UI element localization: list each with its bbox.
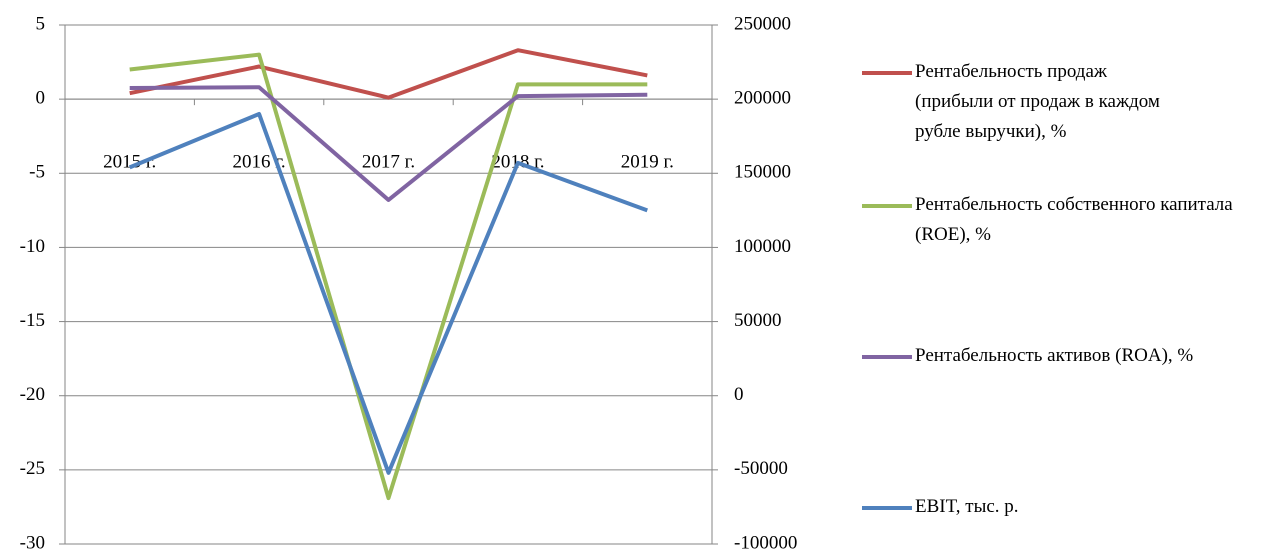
legend-label: Рентабельность продаж (прибыли от продаж… [915,61,1160,142]
series-line [128,111,648,475]
y-tick-label: -25 [20,458,45,479]
y-tick-label: -10 [20,236,45,257]
legend-label: EBIT, тыс. р. [915,496,1019,517]
y2-tick-label: 200000 [734,88,791,109]
y-tick-label: -5 [29,162,45,183]
x-tick-label: 2019 г. [621,152,674,173]
series-line [129,52,648,501]
y2-tick-label: -50000 [734,458,788,479]
y-tick-label: 5 [36,13,46,34]
y-tick-label: -15 [20,310,45,331]
legend-swatch [862,71,912,75]
legend-swatch [862,204,912,208]
y2-tick-label: 250000 [734,13,791,34]
y2-tick-label: 50000 [734,310,782,331]
x-tick-label: 2017 г. [362,152,415,173]
series-line [129,85,648,202]
y2-tick-label: -100000 [734,532,797,553]
y2-tick-label: 0 [734,384,744,405]
y-tick-label: 0 [36,88,46,109]
x-tick-label: 2015 г. [103,152,156,173]
x-tick-label: 2016 г. [233,152,286,173]
legend-swatch [862,506,912,510]
legend-label: Рентабельность собственного капитала (RO… [915,194,1233,245]
y-tick-label: -30 [20,532,45,553]
legend-label: Рентабельность активов (ROA), % [915,345,1194,366]
series-line [129,48,648,100]
legend-swatch [862,355,912,359]
y-tick-label: -20 [20,384,45,405]
y2-tick-label: 100000 [734,236,791,257]
y2-tick-label: 150000 [734,162,791,183]
